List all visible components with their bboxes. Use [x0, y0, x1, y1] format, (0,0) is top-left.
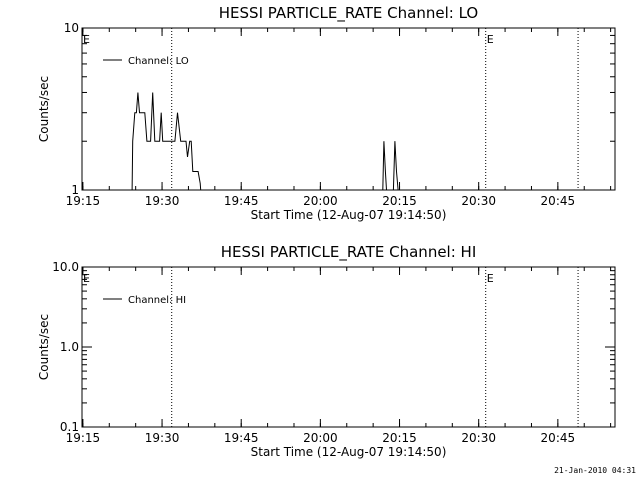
plot-frame — [81, 27, 616, 191]
panel-1: HESSI PARTICLE_RATE Channel: LO 19:15 19:3… — [37, 4, 616, 222]
x-tick-label: 19:30 — [145, 431, 180, 445]
y-tick-label: 10.0 — [52, 260, 79, 274]
x-tick-label: 19:45 — [224, 431, 259, 445]
x-tick-label: 20:15 — [382, 431, 417, 445]
x-tick-label: 20:00 — [303, 431, 338, 445]
panel-2: HESSI PARTICLE_RATE Channel: HI 19:15 19:3… — [37, 243, 616, 459]
event-flag: E — [83, 272, 90, 285]
x-tick-label: 20:15 — [382, 194, 417, 208]
x-tick-label: 20:45 — [541, 431, 576, 445]
chart-title: HESSI PARTICLE_RATE Channel: LO — [219, 4, 478, 23]
x-tick-label: 20:30 — [461, 431, 496, 445]
x-axis-label: Start Time (12-Aug-07 19:14:50) — [251, 208, 447, 222]
x-tick-label: 19:15 — [66, 431, 101, 445]
x-tick-label: 19:45 — [224, 194, 259, 208]
event-flag: E — [487, 33, 494, 46]
x-tick-label: 20:45 — [541, 194, 576, 208]
x-tick-label: 19:30 — [145, 194, 180, 208]
y-tick-label: 10 — [64, 21, 79, 35]
legend-label: Channel: HI — [128, 295, 186, 306]
y-tick-label: 1.0 — [60, 340, 79, 354]
chart-title: HESSI PARTICLE_RATE Channel: HI — [221, 243, 477, 262]
legend-label: Channel: LO — [128, 56, 189, 67]
y-axis-label: Counts/sec — [37, 76, 51, 142]
x-tick-label: 20:00 — [303, 194, 338, 208]
y-axis-label: Counts/sec — [37, 314, 51, 380]
event-flag: E — [487, 272, 494, 285]
y-tick-label: 0.1 — [60, 420, 79, 434]
series-line — [131, 92, 399, 191]
plot-frame — [81, 266, 616, 428]
x-tick-label: 19:15 — [66, 194, 101, 208]
x-tick-label: 20:30 — [461, 194, 496, 208]
x-axis-label: Start Time (12-Aug-07 19:14:50) — [251, 445, 447, 459]
event-flag: E — [83, 33, 90, 46]
y-tick-label: 1 — [71, 183, 79, 197]
footer-timestamp: 21-Jan-2010 04:31 — [554, 466, 636, 475]
